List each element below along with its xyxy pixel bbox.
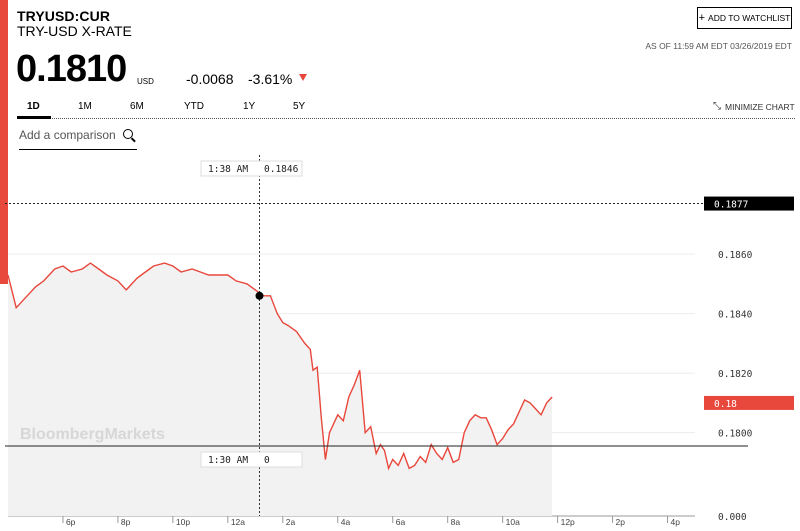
accent-bar bbox=[0, 0, 8, 284]
chart-overlay: 0.1877 0.18 1:38 AM 0.1846 1:30 AM 0 bbox=[5, 155, 794, 516]
search-icon[interactable] bbox=[123, 129, 133, 139]
instrument-name: TRY-USD X-RATE bbox=[17, 23, 132, 39]
cursor-bottom-tooltip-box bbox=[200, 451, 303, 468]
y-tick-label: 0.1820 bbox=[718, 369, 753, 380]
previous-close-label: 0.1877 bbox=[714, 200, 748, 211]
x-tick-label: 2p bbox=[616, 517, 626, 527]
cursor-bottom-tooltip-value: 0 bbox=[264, 455, 270, 466]
cursor-top-tooltip-value: 0.1846 bbox=[264, 164, 299, 175]
crosshair-point bbox=[255, 291, 264, 300]
x-tick-label: 10a bbox=[506, 517, 520, 527]
tab-6m[interactable]: 6M bbox=[130, 101, 144, 112]
x-tick-label: 12p bbox=[561, 517, 575, 527]
down-arrow-icon bbox=[299, 74, 307, 81]
x-tick-label: 4p bbox=[671, 517, 681, 527]
current-price: 0.1810 bbox=[16, 48, 127, 90]
x-tick-label: 6a bbox=[396, 517, 406, 527]
x-tick-label: 10p bbox=[176, 517, 190, 527]
x-tick-label: 4a bbox=[341, 517, 351, 527]
y-tick-label: 0.1800 bbox=[718, 429, 753, 440]
tab-divider bbox=[17, 118, 795, 119]
cursor-bottom-tooltip-time: 1:30 AM bbox=[208, 455, 248, 466]
last-value-label: 0.18 bbox=[714, 399, 737, 410]
previous-close-badge bbox=[704, 196, 794, 211]
minimize-chart-label: MINIMIZE CHART bbox=[725, 101, 795, 112]
bloomberg-watermark: BloombergMarkets bbox=[20, 426, 165, 443]
cursor-top-tooltip-box bbox=[200, 160, 303, 177]
price-change-percent: -3.61% bbox=[248, 71, 293, 87]
tab-ytd[interactable]: YTD bbox=[184, 101, 204, 112]
ticker-symbol: TRYUSD:CUR bbox=[17, 8, 111, 24]
tab-5y[interactable]: 5Y bbox=[293, 101, 306, 112]
y-tick-label: 0.000 bbox=[718, 512, 747, 523]
x-tick-label: 12a bbox=[231, 517, 245, 527]
last-value-badge bbox=[704, 395, 794, 410]
price-area bbox=[8, 263, 553, 516]
comparison-search bbox=[19, 124, 137, 150]
active-tab-underline bbox=[17, 116, 51, 119]
x-tick-label: 2a bbox=[286, 517, 296, 527]
price-line bbox=[7, 262, 553, 471]
cursor-top-tooltip-time: 1:38 AM bbox=[208, 164, 248, 175]
tab-1y[interactable]: 1Y bbox=[243, 101, 256, 112]
tab-1m[interactable]: 1M bbox=[78, 101, 92, 112]
plus-icon: + bbox=[698, 12, 706, 24]
comparison-input[interactable] bbox=[19, 128, 119, 142]
x-tick-label: 8a bbox=[451, 517, 461, 527]
as-of-timestamp: AS OF 11:59 AM EDT 03/26/2019 EDT bbox=[645, 41, 792, 51]
x-tick-label: 8p bbox=[121, 517, 131, 527]
price-change: -0.0068 bbox=[186, 71, 234, 87]
add-to-watchlist-button[interactable]: + ADD TO WATCHLIST bbox=[697, 7, 792, 29]
minimize-chart-button[interactable]: ⤡ MINIMIZE CHART bbox=[713, 101, 795, 112]
minimize-icon: ⤡ bbox=[713, 101, 721, 112]
y-tick-label: 0.1840 bbox=[718, 310, 753, 321]
x-tick-label: 6p bbox=[66, 517, 76, 527]
add-to-watchlist-label: ADD TO WATCHLIST bbox=[708, 13, 791, 23]
y-tick-label: 0.1860 bbox=[718, 250, 753, 261]
price-currency: USD bbox=[137, 77, 154, 86]
tab-1d[interactable]: 1D bbox=[27, 101, 40, 112]
